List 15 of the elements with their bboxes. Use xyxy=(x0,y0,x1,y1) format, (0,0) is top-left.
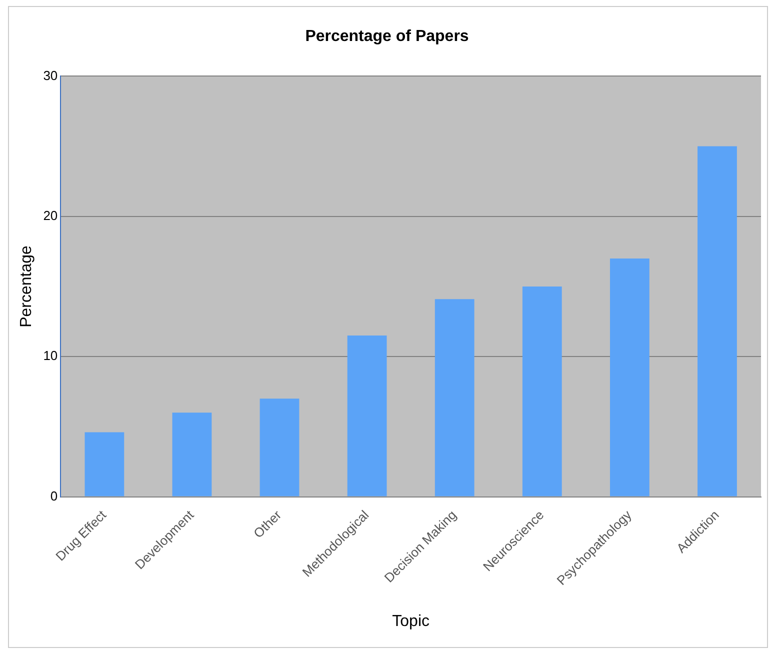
y-axis-title: Percentage xyxy=(18,245,36,328)
bar xyxy=(84,432,124,496)
bar xyxy=(434,299,474,496)
y-tick-label: 0 xyxy=(50,488,58,504)
y-tick-label: 30 xyxy=(43,68,58,83)
y-tick-label: 20 xyxy=(43,208,58,223)
chart-title: Percentage of Papers xyxy=(305,28,469,46)
y-tick-label: 10 xyxy=(43,348,58,364)
bar xyxy=(610,258,650,496)
x-axis-title: Topic xyxy=(392,612,430,630)
bar xyxy=(260,398,300,496)
bar xyxy=(347,336,387,496)
bar xyxy=(698,146,737,496)
bar xyxy=(172,412,212,496)
bar xyxy=(522,286,562,496)
